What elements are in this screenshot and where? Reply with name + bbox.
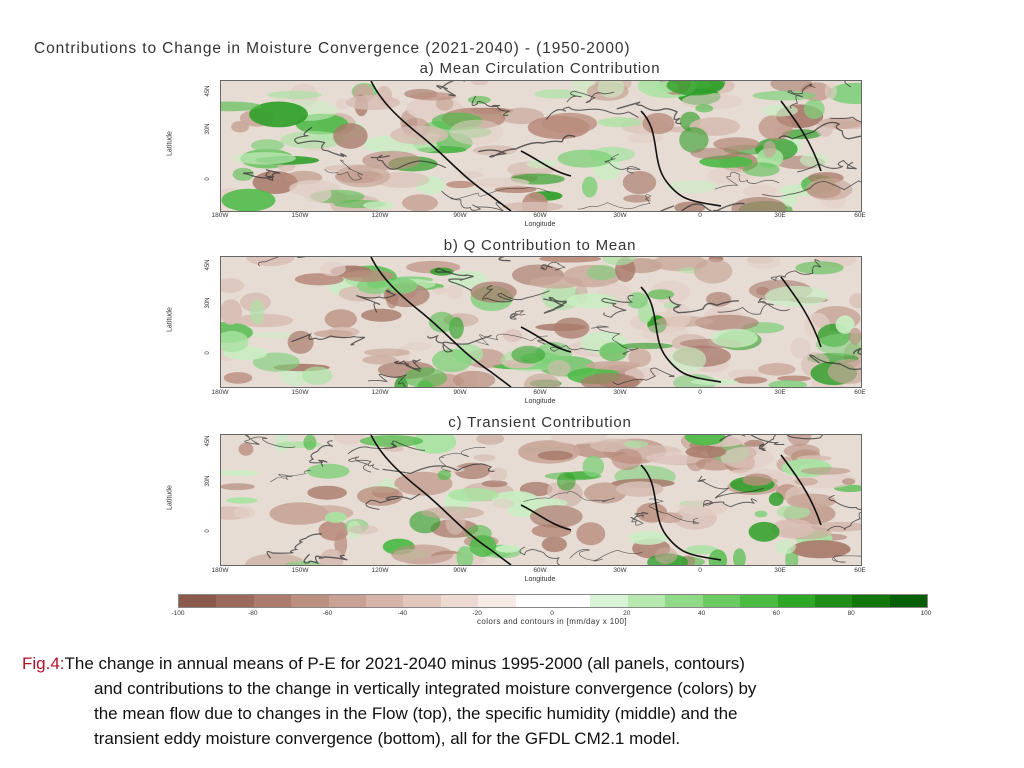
- xtick-label: 60W: [533, 567, 547, 574]
- colorbar-swatch: [590, 595, 628, 607]
- panel-a-ylabel: Latitude: [166, 131, 174, 156]
- panel-c-ytick: 45N: [205, 435, 211, 447]
- caption-line-3: the mean flow due to changes in the Flow…: [94, 704, 738, 723]
- colorbar-swatch: [440, 595, 479, 607]
- colorbar-swatch: [814, 595, 853, 607]
- xtick-label: 0: [698, 212, 702, 219]
- colorbar-tick: 20: [623, 610, 631, 617]
- panel-a-ytick: 30N: [205, 123, 211, 135]
- figure-title: Contributions to Change in Moisture Conv…: [34, 40, 631, 57]
- xtick-label: 90W: [453, 567, 467, 574]
- xtick-label: 60E: [854, 567, 866, 574]
- panel-c-map-image: [221, 435, 861, 565]
- xtick-label: 30W: [613, 567, 627, 574]
- colorbar-tick: -20: [472, 610, 482, 617]
- panel-a-xlabel: Longitude: [524, 221, 556, 228]
- panel-a-title: a) Mean Circulation Contribution: [419, 60, 661, 77]
- panel-b-ylabel: Latitude: [166, 307, 174, 332]
- colorbar-swatch: [478, 595, 516, 607]
- colorbar-swatch: [702, 595, 741, 607]
- xtick-label: 0: [698, 567, 702, 574]
- colorbar-swatch: [740, 595, 778, 607]
- xtick-label: 150W: [291, 212, 309, 219]
- panel-c-ylabel: Latitude: [166, 485, 174, 510]
- xtick-label: 120W: [371, 389, 389, 396]
- xtick-label: 60W: [533, 389, 547, 396]
- xtick-label: 30E: [774, 212, 786, 219]
- colorbar-label: colors and contours in [mm/day x 100]: [477, 617, 627, 626]
- xtick-label: 180W: [211, 389, 229, 396]
- colorbar-swatch: [889, 595, 928, 607]
- colorbar-swatch: [216, 595, 254, 607]
- colorbar-swatch: [328, 595, 367, 607]
- xtick-label: 120W: [371, 567, 389, 574]
- colorbar-swatch: [553, 595, 591, 607]
- colorbar-swatch: [627, 595, 666, 607]
- colorbar-tick: 100: [920, 610, 932, 617]
- colorbar-tick: -80: [248, 610, 258, 617]
- panel-b-ytick: 30N: [205, 297, 211, 309]
- colorbar-tick: 60: [772, 610, 780, 617]
- xtick-label: 180W: [211, 567, 229, 574]
- caption-line-2: and contributions to the change in verti…: [94, 679, 757, 698]
- xtick-label: 30W: [613, 212, 627, 219]
- colorbar-swatch: [366, 595, 404, 607]
- xtick-label: 0: [698, 389, 702, 396]
- panel-b-ytick: 0: [205, 351, 211, 355]
- colorbar-tick: -60: [322, 610, 333, 617]
- colorbar-tick: 0: [550, 610, 554, 617]
- panel-c-ytick: 0: [205, 529, 211, 533]
- xtick-label: 60W: [533, 212, 547, 219]
- xtick-label: 150W: [291, 567, 309, 574]
- colorbar-tick: 80: [847, 610, 855, 617]
- xtick-label: 150W: [291, 389, 309, 396]
- xtick-label: 90W: [453, 212, 467, 219]
- xtick-label: 90W: [453, 389, 467, 396]
- panel-b-map-image: [221, 257, 861, 387]
- xtick-label: 180W: [211, 212, 229, 219]
- panel-b-map: [220, 256, 862, 388]
- colorbar-swatch: [253, 595, 292, 607]
- panel-b-title: b) Q Contribution to Mean: [443, 237, 637, 254]
- colorbar-swatch: [665, 595, 703, 607]
- colorbar-swatch: [777, 595, 815, 607]
- xtick-label: 120W: [371, 212, 389, 219]
- panel-b-ytick: 45N: [205, 259, 211, 271]
- xtick-label: 30W: [613, 389, 627, 396]
- colorbar-tick: -40: [397, 610, 408, 617]
- colorbar-swatch: [515, 595, 554, 607]
- colorbar-swatch: [852, 595, 890, 607]
- panel-c-xlabel: Longitude: [524, 576, 556, 583]
- caption-fig-label: Fig.4:: [22, 654, 65, 673]
- colorbar-tick: 40: [697, 610, 706, 617]
- panel-a-map-image: [221, 81, 861, 211]
- panel-c-map: [220, 434, 862, 566]
- panel-a-ytick: 0: [205, 177, 211, 181]
- colorbar-swatch: [179, 595, 217, 607]
- xtick-label: 60E: [854, 389, 866, 396]
- colorbar: [178, 594, 928, 608]
- panel-a-map: [220, 80, 862, 212]
- colorbar-swatch: [403, 595, 441, 607]
- xtick-label: 30E: [774, 567, 786, 574]
- figure-caption: Fig.4:The change in annual means of P-E …: [22, 651, 1002, 751]
- panel-c-ytick: 30N: [205, 475, 211, 487]
- panel-a-ytick: 45N: [205, 85, 211, 97]
- caption-line-1: The change in annual means of P-E for 20…: [64, 654, 745, 673]
- colorbar-tick: -100: [171, 610, 185, 617]
- xtick-label: 60E: [854, 212, 866, 219]
- panel-b-xlabel: Longitude: [524, 398, 556, 405]
- xtick-label: 30E: [774, 389, 786, 396]
- colorbar-swatch: [291, 595, 329, 607]
- caption-line-4: transient eddy moisture convergence (bot…: [94, 729, 681, 748]
- panel-c-title: c) Transient Contribution: [448, 414, 632, 431]
